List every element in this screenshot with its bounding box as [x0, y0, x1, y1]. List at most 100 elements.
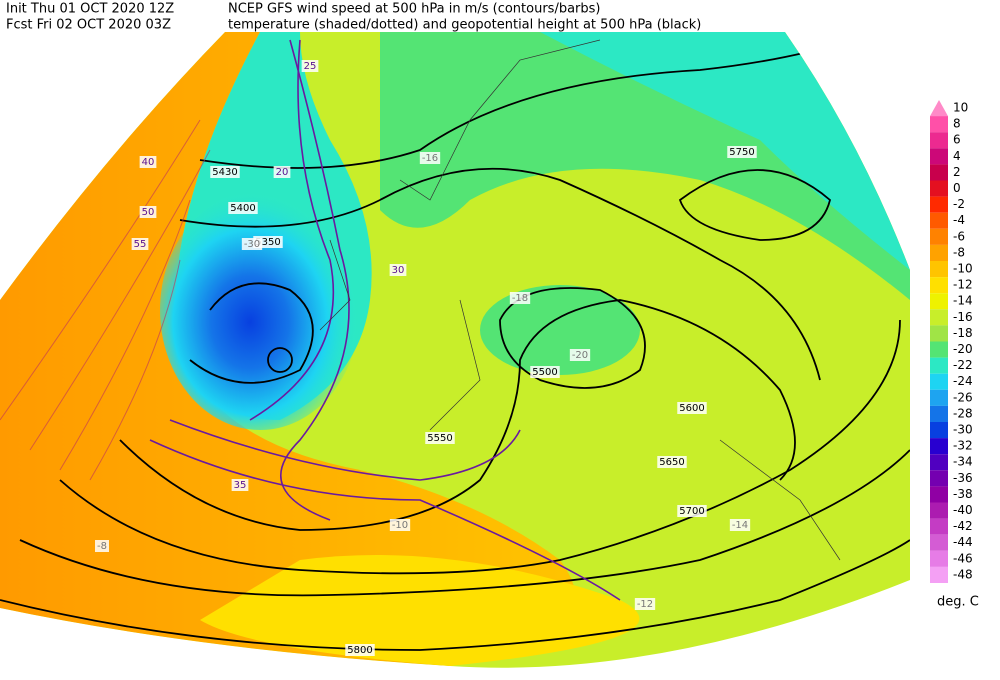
colorbar-label: 8 [953, 117, 961, 131]
label-box [509, 292, 531, 304]
contour-label: 40 [142, 157, 155, 168]
isotherm [0, 119, 201, 421]
colorbar-swatch [930, 228, 948, 245]
colorbar-label: -4 [953, 213, 965, 227]
colorbar-label: 4 [953, 149, 961, 163]
label-box [677, 505, 707, 517]
colorbar-swatch [930, 470, 948, 487]
contour [19, 449, 910, 597]
forecast-time: Fcst Fri 02 OCT 2020 03Z [6, 18, 171, 33]
colorbar-swatch [930, 244, 948, 261]
colorbar-swatch [930, 422, 948, 439]
wind-contours [149, 39, 621, 601]
label-box [530, 366, 560, 378]
colorbar-swatch [930, 132, 948, 149]
colorbar-swatch [930, 212, 948, 229]
colorbar-swatch [930, 357, 948, 374]
contour [149, 439, 621, 601]
colorbar-swatch [930, 389, 948, 406]
colorbar-label: -30 [953, 423, 973, 437]
label-box [210, 166, 240, 178]
contour-label: 30 [392, 265, 405, 276]
contour-label: -18 [512, 293, 528, 304]
colorbar-swatch [930, 293, 948, 310]
colorbar-label: -12 [953, 278, 973, 292]
colorbar-label: -38 [953, 487, 973, 501]
colorbar-swatch [930, 454, 948, 471]
colorbar-label: -26 [953, 390, 973, 404]
colorbar-swatch [930, 180, 948, 197]
label-box [419, 152, 441, 164]
label-box [425, 432, 455, 444]
label-box [241, 238, 263, 250]
label-box [389, 264, 407, 276]
map-area: 5430540053505550550056005650570057505800… [0, 32, 910, 668]
contour-label: -10 [392, 520, 408, 531]
contour-label: -20 [572, 350, 588, 361]
colorbar-swatch [930, 309, 948, 326]
colorbar-swatch [930, 116, 948, 133]
isotherm [59, 199, 191, 471]
colorbar-swatch [930, 164, 948, 181]
contour [59, 319, 901, 575]
colorbar-swatch [930, 341, 948, 358]
contour-label: -12 [637, 599, 653, 610]
colorbar-label: -8 [953, 245, 965, 259]
label-box [228, 202, 258, 214]
subtitle: temperature (shaded/dotted) and geopoten… [228, 18, 701, 33]
contour-label: 20 [276, 167, 289, 178]
contour [119, 299, 796, 531]
colorbar-swatch [930, 277, 948, 294]
label-box [569, 349, 591, 361]
colorbar-label: 6 [953, 133, 961, 147]
colorbar-label: -46 [953, 551, 973, 565]
temp-field [160, 190, 360, 430]
contour [169, 419, 521, 481]
temp-field [200, 555, 640, 666]
contour-label: 5600 [679, 403, 704, 414]
label-box [677, 402, 707, 414]
label-box [729, 519, 751, 531]
colorbar-swatch [930, 325, 948, 342]
init-time: Init Thu 01 OCT 2020 12Z [6, 2, 174, 17]
contour-label: -30 [244, 239, 260, 250]
label-box [389, 519, 411, 531]
contour-label: 5500 [532, 367, 557, 378]
colorbar-label: -36 [953, 471, 973, 485]
colorbar-label: -2 [953, 197, 965, 211]
colorbar-swatch [930, 373, 948, 390]
contour-label: 50 [142, 207, 155, 218]
contour [189, 282, 314, 384]
label-box [657, 456, 687, 468]
colorbar-label: -10 [953, 262, 973, 276]
colorbar-swatch [930, 438, 948, 455]
colorbar-swatch [930, 518, 948, 535]
label-box [95, 540, 109, 552]
contour-label: -16 [422, 153, 438, 164]
temp-isotherms [0, 119, 211, 481]
coastline [319, 39, 841, 561]
label-box [273, 166, 291, 178]
contour-label: 5430 [212, 167, 237, 178]
contour-label: 5800 [347, 645, 372, 656]
label-box [727, 146, 757, 158]
colorbar: 10 8 6 4 2 0 -2 -4 -6 -8 -10 -12 -14 -16 -18 -20 -22 -24 -… [930, 100, 973, 583]
contour-label: 5400 [230, 203, 255, 214]
contour-label: -8 [97, 541, 107, 552]
isotherm [29, 149, 211, 451]
contour-label: -14 [732, 520, 748, 531]
isotherm [89, 259, 181, 481]
title: NCEP GFS wind speed at 500 hPa in m/s (c… [228, 2, 601, 17]
contour-label: 5350 [255, 237, 280, 248]
contour-label: 35 [234, 480, 247, 491]
colorbar-label: -14 [953, 294, 973, 308]
contour-label: 25 [304, 61, 317, 72]
contour [499, 287, 646, 389]
colorbar-label: -44 [953, 535, 973, 549]
colorbar-label: 10 [953, 101, 968, 115]
contour-label: 5650 [659, 457, 684, 468]
temp-field [480, 285, 640, 375]
colorbar-label: -18 [953, 326, 973, 340]
